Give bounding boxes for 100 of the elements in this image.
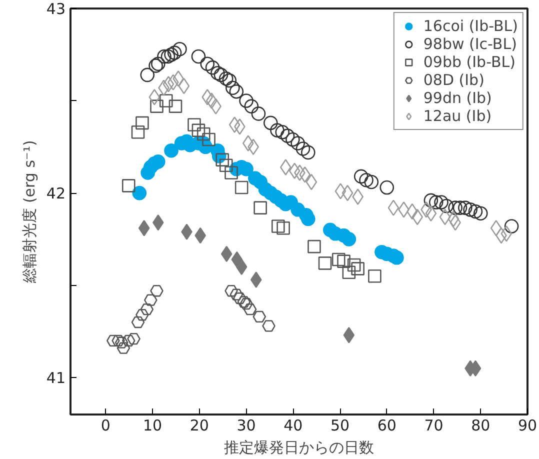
y-tick-label: 41 [46, 369, 66, 388]
point [434, 195, 448, 210]
point [439, 198, 454, 214]
x-tick-label: 0 [100, 416, 110, 434]
point [226, 80, 240, 95]
x-tick-label: 60 [377, 416, 396, 434]
point [196, 127, 210, 141]
legend-label: 12au (Ib) [423, 107, 492, 125]
point [218, 71, 234, 86]
point [347, 258, 361, 272]
point [131, 316, 145, 328]
y-axis-title: 総輻射光度 (erg s⁻¹) [20, 140, 38, 284]
point [270, 123, 284, 138]
point [280, 159, 292, 176]
x-tick-label: 20 [190, 416, 209, 434]
point [354, 169, 368, 184]
point [300, 212, 316, 226]
point [192, 124, 206, 137]
point [318, 256, 332, 270]
point [162, 76, 174, 92]
point [202, 132, 216, 146]
x-tick-label: 90 [518, 416, 538, 434]
point [148, 88, 160, 106]
point [380, 180, 394, 195]
point [300, 145, 316, 160]
point [290, 136, 305, 150]
point [490, 220, 502, 236]
point [468, 204, 483, 219]
point [288, 162, 300, 180]
point [172, 42, 187, 56]
point [106, 334, 120, 347]
point [250, 272, 262, 288]
point [222, 73, 237, 88]
point [252, 310, 266, 323]
point [219, 158, 233, 172]
point [178, 78, 190, 94]
point [359, 172, 374, 188]
point [224, 166, 238, 180]
legend-label: 98bw (Ic-BL) [423, 35, 517, 53]
point [342, 266, 356, 280]
point [237, 296, 251, 308]
point [151, 56, 166, 71]
point [151, 154, 166, 169]
point [116, 342, 130, 354]
point [236, 258, 248, 276]
point [343, 326, 355, 344]
point [342, 184, 354, 202]
point [167, 46, 182, 60]
point [206, 92, 218, 109]
point [244, 99, 259, 114]
point [473, 206, 488, 220]
point [263, 116, 278, 130]
point [500, 225, 512, 242]
point [112, 334, 125, 347]
x-tick-label: 70 [424, 416, 444, 434]
point [210, 66, 225, 80]
x-tick-label: 40 [284, 416, 303, 434]
point [164, 48, 178, 62]
point [262, 320, 276, 332]
point [296, 142, 310, 156]
point [144, 294, 158, 306]
point [233, 292, 246, 304]
point [337, 254, 350, 268]
point [157, 49, 172, 64]
point [131, 125, 145, 139]
point [364, 174, 379, 190]
point [251, 106, 266, 121]
point [216, 153, 230, 166]
point [254, 201, 267, 214]
y-tick-label: 42 [46, 184, 66, 203]
point [299, 166, 311, 183]
point [228, 116, 240, 133]
point [220, 246, 232, 262]
point [275, 125, 290, 140]
point [122, 334, 136, 347]
point [188, 118, 201, 132]
y-tick-label: 43 [46, 0, 66, 18]
point [159, 94, 173, 108]
point [458, 200, 472, 215]
point [390, 250, 404, 265]
point [239, 94, 254, 108]
point [428, 195, 444, 210]
point [425, 205, 437, 222]
point [230, 288, 244, 300]
point [205, 60, 220, 75]
point [424, 193, 438, 208]
point [271, 220, 285, 233]
legend-label: 08D (Ib) [423, 71, 484, 89]
point [140, 303, 154, 316]
point [214, 68, 228, 82]
point [368, 269, 382, 283]
x-tick-label: 80 [471, 416, 490, 434]
point [136, 309, 149, 321]
point [138, 220, 150, 236]
point [127, 332, 140, 345]
point [448, 200, 462, 215]
point [234, 180, 248, 194]
point [148, 58, 163, 73]
point [202, 88, 214, 106]
point [150, 100, 164, 113]
